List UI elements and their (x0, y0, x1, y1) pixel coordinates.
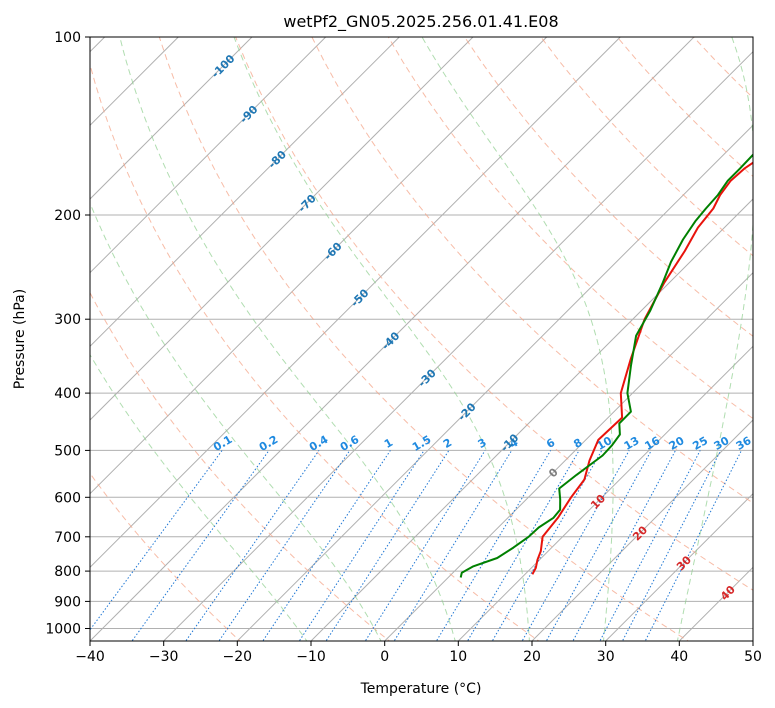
isotherm-line (90, 37, 253, 200)
mixing-ratio-line (599, 450, 701, 641)
sounding-profiles (459, 153, 753, 578)
moist-adiabat (90, 353, 308, 641)
x-axis: −40 −30 −20 −10 0 10 20 30 40 50 (75, 641, 762, 665)
isotherm-line (90, 37, 400, 348)
x-tick-label: −10 (296, 649, 326, 665)
dry-adiabat (158, 37, 690, 641)
mixing-ratio-lines (90, 450, 742, 641)
x-tick-label: −30 (149, 649, 179, 665)
mixing-ratio-line (185, 450, 320, 641)
y-tick-label: 500 (54, 443, 81, 459)
isotherm-line (310, 198, 753, 641)
isotherms (90, 37, 753, 641)
x-tick-label: 20 (523, 649, 541, 665)
isotherm-line (90, 37, 474, 421)
isotherm-line (90, 37, 621, 569)
moist-adiabat (119, 37, 456, 641)
y-tick-label: 700 (54, 530, 81, 546)
y-tick-label: 300 (54, 312, 81, 328)
isobars (90, 37, 753, 629)
mixing-ratio-line (644, 450, 742, 641)
dry-adiabats (90, 37, 753, 641)
mixing-ratio-line (218, 450, 351, 641)
x-tick-label: 10 (449, 649, 467, 665)
x-tick-label: 50 (744, 649, 762, 665)
dry-adiabat (90, 472, 241, 641)
mixing-ratio-line (262, 450, 391, 641)
isotherm-line (605, 492, 753, 641)
isotherm-line (236, 124, 753, 641)
mixing-ratio-label: 36 (734, 434, 754, 453)
mixing-ratio-line (572, 450, 676, 641)
moist-adiabat (90, 202, 382, 641)
isotherm-line (90, 37, 695, 641)
dry-adiabat (387, 37, 753, 420)
y-tick-label: 800 (54, 564, 81, 580)
mixing-ratio-line (364, 450, 486, 641)
y-tick-label: 100 (54, 30, 81, 46)
isotherm-line (90, 37, 327, 274)
y-tick-label: 400 (54, 386, 81, 402)
moist-adiabat (676, 37, 753, 641)
x-tick-label: 30 (597, 649, 615, 665)
dry-adiabat (90, 291, 391, 641)
x-tick-label: 0 (380, 649, 389, 665)
mixing-ratio-line (90, 450, 223, 631)
mixing-ratio-line (393, 450, 513, 641)
y-tick-label: 1000 (45, 622, 81, 638)
isotherm-line (90, 37, 548, 495)
x-tick-label: −20 (223, 649, 253, 665)
isotherm-line (457, 345, 753, 641)
dry-adiabat (90, 62, 540, 641)
mixing-ratio-line (435, 450, 552, 641)
y-tick-label: 200 (54, 208, 81, 224)
isotherm-line (163, 50, 753, 641)
mixing-ratio-line (131, 450, 270, 641)
dewpoint-profile (459, 153, 753, 578)
dry-adiabat (235, 37, 753, 591)
chart-title: wetPf2_GN05.2025.256.01.41.E08 (283, 12, 558, 32)
plot-frame (89, 36, 754, 642)
y-axis-label: Pressure (hPa) (12, 289, 28, 389)
isotherm-line (531, 419, 753, 641)
isotherm-line (384, 271, 753, 641)
x-axis-label: Temperature (°C) (360, 681, 482, 697)
mixing-ratio-line (621, 450, 722, 641)
x-tick-label: −40 (75, 649, 105, 665)
moist-adiabats (90, 37, 753, 641)
mixing-ratio-line (466, 450, 580, 641)
dry-adiabat (311, 37, 753, 504)
moist-adiabat (233, 37, 530, 641)
moist-adiabat (421, 37, 614, 641)
x-tick-label: 40 (670, 649, 688, 665)
y-tick-label: 600 (54, 490, 81, 506)
y-axis: 100 200 300 400 500 600 700 800 900 1000 (45, 30, 90, 638)
y-tick-label: 900 (54, 594, 81, 610)
